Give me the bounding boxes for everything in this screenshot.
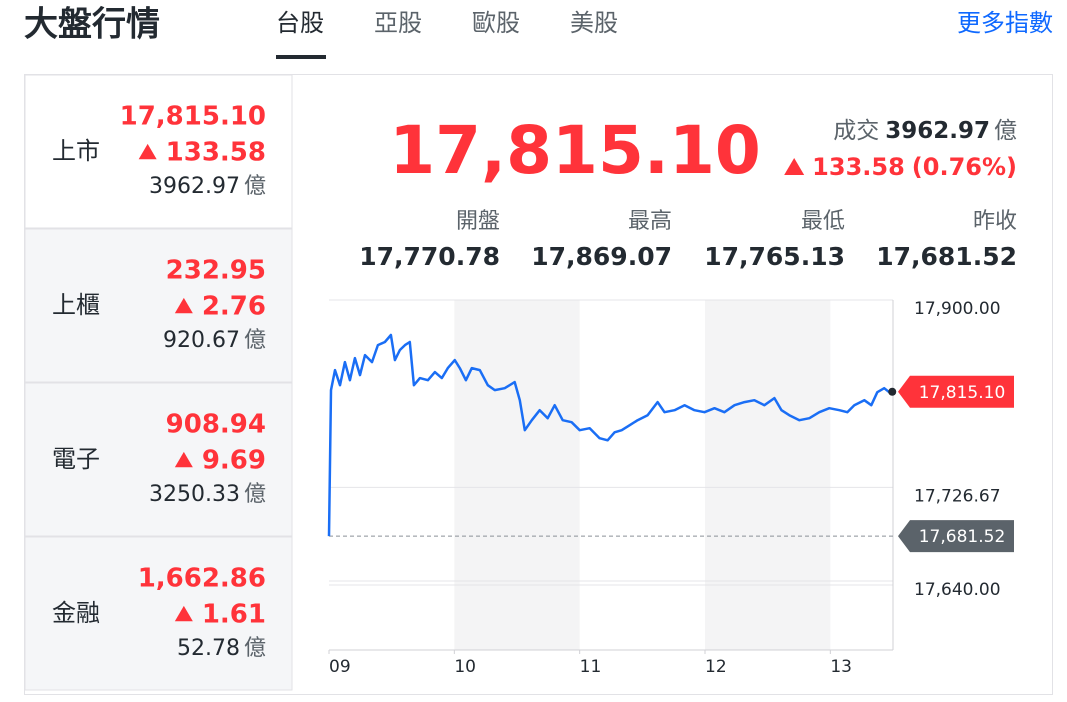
- market-row[interactable]: [24, 536, 293, 691]
- big-price: 17,815.10: [389, 112, 761, 189]
- stat-label: 最高: [628, 209, 672, 234]
- tab[interactable]: 亞股: [374, 9, 422, 37]
- tab[interactable]: 台股: [276, 9, 324, 37]
- time-band: [454, 300, 580, 650]
- volume-value: 3962.97: [885, 118, 990, 144]
- quote-change-pct: (0.76%): [912, 153, 1017, 181]
- market-row[interactable]: [24, 382, 293, 537]
- market-name: 金融: [52, 599, 100, 627]
- market-price: 1,662.86: [138, 564, 266, 594]
- market-price: 908.94: [166, 410, 266, 440]
- tab[interactable]: 歐股: [472, 9, 520, 37]
- y-tick-label: 17,900.00: [914, 299, 1001, 319]
- market-volume: 52.78: [177, 636, 240, 661]
- page-title: 大盤行情: [24, 5, 160, 45]
- quote-change-line: 133.58 (0.76%): [812, 153, 1017, 181]
- x-tick-label: 13: [830, 657, 852, 677]
- stat-value: 17,869.07: [531, 242, 672, 271]
- market-change: 133.58: [166, 138, 266, 168]
- up-arrow: [784, 158, 805, 175]
- market-volume-line: 3250.33 億: [149, 482, 266, 507]
- market-row[interactable]: [24, 74, 293, 229]
- reference-tag-shape: [898, 520, 1014, 553]
- x-tick-label: 09: [329, 657, 351, 677]
- x-tick-label: 11: [580, 657, 602, 677]
- volume-unit: 億: [994, 118, 1017, 144]
- up-arrow: [174, 605, 193, 622]
- market-change: 9.69: [202, 446, 266, 476]
- market-name: 電子: [52, 445, 100, 473]
- price-tag-shape: [898, 375, 1014, 408]
- market-volume-unit: 億: [244, 174, 266, 199]
- x-tick-label: 10: [454, 657, 476, 677]
- up-arrow: [138, 143, 157, 160]
- stat-label: 昨收: [973, 209, 1017, 234]
- price-line: [327, 333, 893, 537]
- market-name: 上市: [52, 137, 100, 165]
- last-point: [888, 387, 897, 396]
- quote-volume-line: 成交 3962.97 億: [833, 118, 1017, 144]
- time-band: [705, 300, 831, 650]
- market-volume: 3962.97: [149, 174, 240, 199]
- x-tick-label: 12: [705, 657, 727, 677]
- reference-tag-label: 17,681.52: [919, 527, 1006, 547]
- market-price: 17,815.10: [120, 102, 266, 132]
- up-arrow: [174, 297, 193, 314]
- market-price: 232.95: [166, 256, 266, 286]
- market-volume: 920.67: [163, 328, 240, 353]
- tab[interactable]: 美股: [570, 9, 618, 37]
- market-change: 1.61: [202, 600, 266, 630]
- market-volume: 3250.33: [149, 482, 240, 507]
- stat-value: 17,765.13: [704, 242, 845, 271]
- market-volume-line: 3962.97 億: [149, 174, 266, 199]
- market-volume-unit: 億: [244, 482, 266, 507]
- stat-value: 17,770.78: [359, 242, 500, 271]
- price-tag-label: 17,815.10: [919, 383, 1006, 403]
- y-tick-label: 17,640.00: [914, 580, 1001, 600]
- volume-label: 成交: [833, 118, 879, 144]
- tab-underline: [276, 55, 326, 59]
- stat-label: 最低: [801, 209, 845, 234]
- market-change: 2.76: [202, 292, 266, 322]
- market-volume-line: 52.78 億: [177, 636, 266, 661]
- stat-label: 開盤: [456, 209, 500, 234]
- stat-value: 17,681.52: [876, 242, 1017, 271]
- y-tick-label: 17,726.67: [914, 486, 1001, 506]
- more-link[interactable]: 更多指數: [957, 9, 1053, 37]
- up-arrow: [174, 451, 193, 468]
- market-volume-unit: 億: [244, 328, 266, 353]
- quote-change: 133.58: [812, 153, 905, 181]
- market-name: 上櫃: [52, 291, 100, 319]
- market-volume-unit: 億: [244, 636, 266, 661]
- market-row[interactable]: [24, 228, 293, 383]
- market-volume-line: 920.67 億: [163, 328, 266, 353]
